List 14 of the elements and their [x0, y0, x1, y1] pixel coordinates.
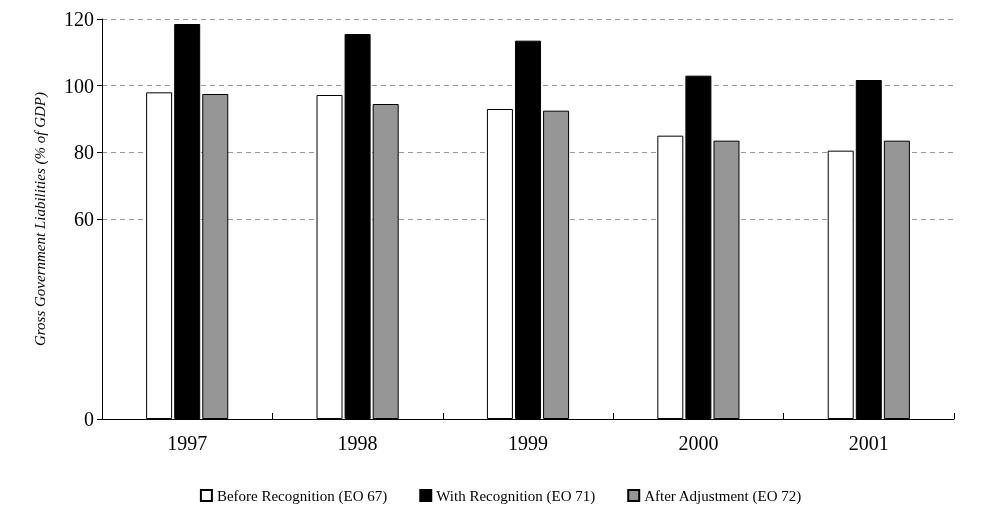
legend-label: Before Recognition (EO 67): [216, 487, 388, 505]
y-tick-label: 0: [84, 408, 94, 430]
x-tick-label: 1999: [508, 432, 548, 454]
y-axis-title: Gross Government Liabilities (% of GDP): [31, 91, 49, 347]
y-tick-label: 60: [74, 208, 94, 230]
y-tick-label: 100: [64, 74, 94, 97]
x-tick-label: 1997: [167, 432, 208, 454]
x-tick-label: 2001: [848, 432, 889, 454]
x-tick-label: 2000: [678, 432, 719, 454]
legend-label: With Recognition (EO 71): [436, 487, 596, 505]
y-tick-label: 120: [64, 8, 94, 30]
x-tick-label: 1998: [337, 432, 378, 454]
legend-label: After Adjustment (EO 72): [644, 487, 802, 505]
y-tick-label: 80: [74, 141, 94, 164]
